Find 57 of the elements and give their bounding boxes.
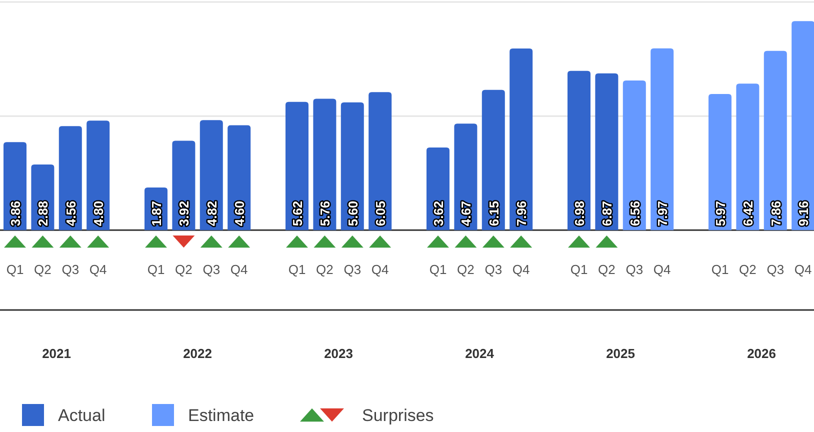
data-label: 5.62 (290, 200, 305, 226)
x-tick-label: Q2 (34, 262, 52, 277)
legend-label: Actual (58, 406, 106, 425)
x-tick-label: Q2 (739, 262, 756, 277)
x-tick-label: Q4 (89, 262, 107, 277)
legend-label: Estimate (188, 406, 254, 425)
x-tick-label: Q4 (230, 262, 248, 277)
data-label: 6.87 (600, 200, 615, 226)
data-label: 7.96 (514, 200, 530, 226)
x-tick-label: Q2 (598, 262, 616, 277)
data-label: 3.62 (431, 200, 446, 226)
data-label: 4.56 (63, 200, 78, 226)
x-tick-label: Q3 (202, 262, 220, 277)
x-tick-label: Q4 (794, 262, 812, 277)
x-tick-label: Q3 (484, 262, 502, 277)
x-tick-label: Q4 (512, 262, 530, 277)
data-label: 3.86 (8, 200, 23, 226)
x-tick-label: Q2 (316, 262, 334, 277)
data-label: 6.98 (572, 200, 587, 226)
data-label: 5.76 (318, 200, 333, 226)
text: 2021 (42, 346, 72, 361)
text: 2023 (324, 346, 354, 361)
text: 2025 (606, 346, 636, 361)
text: 2024 (465, 346, 495, 361)
data-label: 6.56 (627, 200, 642, 226)
x-tick-label: Q4 (371, 262, 389, 277)
legend-label: Surprises (362, 406, 434, 425)
x-tick-label: Q1 (711, 262, 729, 277)
x-tick-label: Q3 (344, 262, 362, 277)
data-label: 3.92 (176, 200, 192, 226)
x-tick-label: Q3 (626, 262, 644, 277)
data-label: 2.88 (36, 200, 51, 226)
x-tick-label: Q3 (62, 262, 80, 277)
x-tick-label: Q1 (288, 262, 306, 277)
data-label: 4.60 (232, 200, 248, 226)
data-label: 9.16 (796, 200, 812, 226)
data-label: 4.67 (458, 200, 474, 226)
x-tick-label: Q1 (6, 262, 24, 277)
data-label: 5.97 (713, 200, 728, 226)
x-tick-label: Q1 (147, 262, 165, 277)
data-label: 7.97 (655, 200, 670, 226)
x-tick-label: Q1 (429, 262, 447, 277)
x-tick-label: Q2 (175, 262, 192, 277)
data-label: 4.82 (204, 200, 220, 226)
x-tick-label: Q2 (457, 262, 474, 277)
x-tick-label: Q1 (570, 262, 588, 277)
data-label: 6.15 (486, 200, 502, 226)
data-label: 7.86 (768, 200, 784, 226)
data-label: 4.80 (91, 200, 106, 226)
data-label: 6.05 (373, 200, 388, 226)
text: 2022 (183, 346, 212, 361)
data-label: 6.42 (740, 200, 756, 226)
data-label: 5.60 (345, 200, 360, 226)
text: 2026 (747, 346, 776, 361)
data-label: 1.87 (149, 200, 164, 226)
x-tick-label: Q3 (766, 262, 784, 277)
x-tick-label: Q4 (653, 262, 671, 277)
